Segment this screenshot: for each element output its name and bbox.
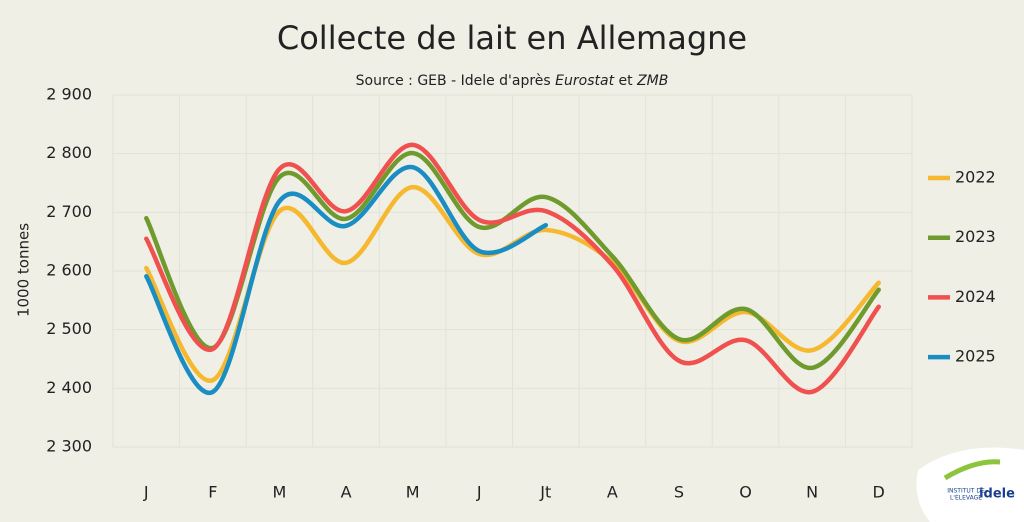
x-tick-label: F bbox=[208, 483, 217, 502]
x-tick-label: A bbox=[341, 483, 352, 502]
y-axis-label: 1000 tonnes bbox=[15, 223, 33, 317]
y-tick-label: 2 300 bbox=[46, 437, 92, 456]
legend-label: 2025 bbox=[955, 347, 996, 366]
x-tick-label: M bbox=[406, 483, 420, 502]
y-tick-label: 2 500 bbox=[46, 319, 92, 338]
subtitle-part: ZMB bbox=[637, 73, 669, 89]
subtitle-part: Source : GEB - Idele d'après bbox=[355, 73, 551, 89]
y-tick-label: 2 800 bbox=[46, 143, 92, 162]
x-tick-label: D bbox=[873, 483, 885, 502]
x-tick-label: A bbox=[607, 483, 618, 502]
logo-bg bbox=[916, 447, 1024, 522]
subtitle: Source : GEB - Idele d'après Eurostat et… bbox=[0, 73, 1024, 89]
series-line bbox=[144, 142, 881, 395]
x-tick-label: O bbox=[739, 483, 752, 502]
series-line bbox=[144, 164, 549, 395]
legend-label: 2023 bbox=[955, 227, 996, 246]
subtitle-part: Eurostat bbox=[555, 73, 615, 89]
y-tick-label: 2 900 bbox=[46, 85, 92, 104]
x-tick-label: Jt bbox=[539, 483, 551, 502]
subtitle-part: et bbox=[618, 73, 633, 89]
logo-swoosh bbox=[943, 459, 1001, 481]
logo-text: L'ÉLEVAGE bbox=[950, 494, 982, 502]
legend-label: 2022 bbox=[955, 168, 996, 187]
y-tick-label: 2 400 bbox=[46, 378, 92, 397]
x-tick-label: N bbox=[806, 483, 818, 502]
x-tick-label: M bbox=[273, 483, 287, 502]
x-tick-label: J bbox=[476, 483, 482, 502]
logo-brand: idele bbox=[979, 487, 1015, 502]
chart-title: Collecte de lait en Allemagne bbox=[277, 19, 747, 57]
y-tick-label: 2 700 bbox=[46, 202, 92, 221]
y-tick-label: 2 600 bbox=[46, 261, 92, 280]
x-tick-label: S bbox=[674, 483, 684, 502]
x-tick-label: J bbox=[143, 483, 149, 502]
logo-text: INSTITUT DE bbox=[947, 488, 985, 495]
legend-label: 2024 bbox=[955, 287, 996, 306]
